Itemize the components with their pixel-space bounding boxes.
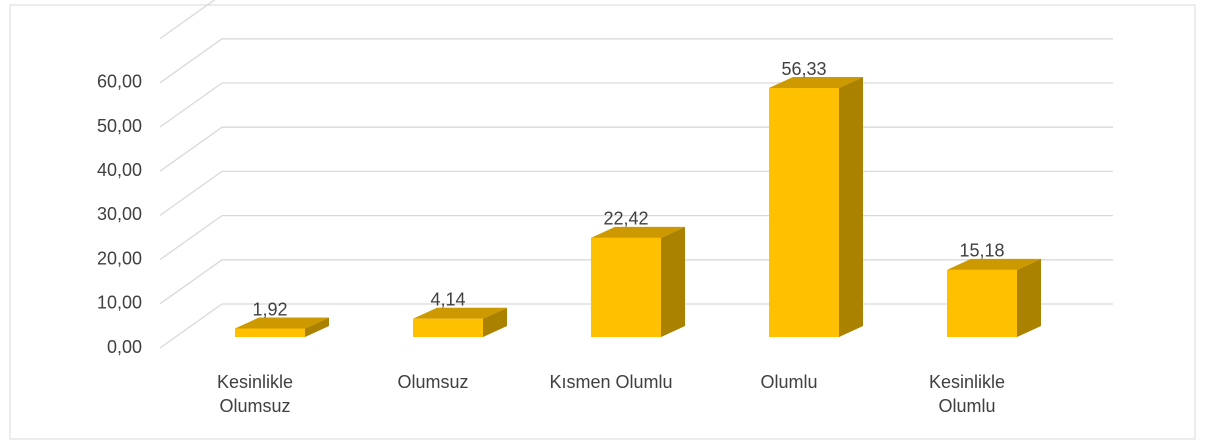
y-tick-label: 40,00	[97, 160, 142, 180]
bar-side-shade	[839, 77, 863, 338]
value-label: 56,33	[781, 59, 826, 79]
bar-front	[769, 88, 839, 338]
bar-top-shade	[235, 317, 329, 329]
plot-frame	[159, 0, 216, 40]
bar-top-shade	[947, 258, 1041, 270]
x-tick-label: Kesinlikle Olumlu	[928, 372, 1006, 416]
bar-side	[483, 307, 507, 337]
y-tick-label: 50,00	[97, 116, 142, 136]
grid-line	[159, 82, 1113, 128]
y-tick-label: 30,00	[97, 204, 142, 224]
bar-top-shade	[591, 226, 685, 238]
x-tick-label: Olumsuz	[397, 372, 469, 392]
bar-side	[1017, 258, 1041, 337]
bar-front	[413, 318, 483, 337]
y-tick-label: 20,00	[97, 248, 142, 268]
value-label: 22,42	[603, 209, 648, 229]
bar-side-shade	[305, 317, 329, 337]
value-label: 15,18	[959, 241, 1004, 261]
bar-front	[591, 237, 661, 337]
grid-line	[159, 38, 1113, 84]
bar-top	[413, 307, 507, 319]
bar-side	[661, 226, 685, 337]
y-tick-label: 10,00	[97, 293, 142, 313]
x-tick-label: Olumlu	[760, 372, 818, 392]
bar-top-shade	[769, 77, 863, 89]
x-tick-label: Kısmen Olumlu	[549, 372, 673, 392]
chart-border	[9, 4, 1196, 440]
bar-top-shade	[413, 307, 507, 319]
bar-top	[235, 317, 329, 329]
bar-side-shade	[1017, 258, 1041, 337]
value-label: 1,92	[252, 299, 287, 319]
bar-side	[839, 77, 863, 338]
bar-front	[947, 269, 1017, 337]
bar-top	[947, 258, 1041, 270]
grid-line	[159, 126, 1113, 172]
bar-top	[769, 77, 863, 89]
y-tick-label: 0,00	[107, 337, 142, 357]
value-label: 4,14	[430, 289, 465, 309]
y-tick-label: 60,00	[97, 72, 142, 92]
bar-front	[235, 328, 305, 337]
bar-side	[305, 317, 329, 337]
x-tick-label: Kesinlikle Olumsuz	[216, 372, 294, 416]
bar-side-shade	[483, 307, 507, 337]
bar-side-shade	[661, 226, 685, 337]
bar-top	[591, 226, 685, 238]
